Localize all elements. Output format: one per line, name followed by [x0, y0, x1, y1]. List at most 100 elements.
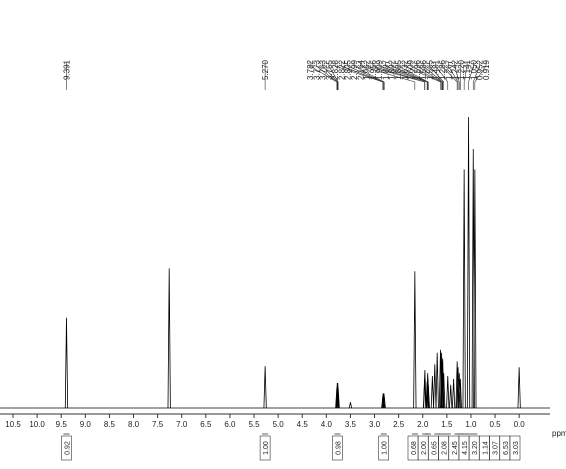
- integral-label: 1.00: [263, 441, 270, 455]
- peak-label: 1.050: [469, 59, 478, 80]
- integral-label: 2.00: [421, 441, 428, 455]
- x-tick-label: 9.0: [80, 420, 92, 429]
- integral-box: [259, 435, 271, 461]
- x-tick-label: 6.5: [200, 420, 212, 429]
- peak: [430, 375, 434, 409]
- peak-label-leader: [422, 62, 443, 90]
- integral-label: 0.98: [335, 441, 342, 455]
- peak: [413, 271, 417, 409]
- x-tick-label: 1.0: [465, 420, 477, 429]
- peak-label: 0.952: [476, 59, 485, 80]
- peak-label: 1.632: [400, 59, 409, 80]
- integral-label: 6.53: [503, 441, 510, 455]
- peak-label: 3.755: [325, 59, 334, 80]
- peak: [441, 358, 445, 409]
- peak-label-leader: [472, 62, 481, 90]
- peak-label-leader: [447, 62, 459, 90]
- peak-label-leader: [403, 62, 441, 90]
- peak: [457, 373, 461, 409]
- peak: [442, 373, 446, 409]
- peak: [439, 352, 444, 409]
- peak: [335, 382, 339, 409]
- peak-label: 1.897: [381, 59, 390, 80]
- peak-label: 2.828: [331, 59, 340, 80]
- peak-label: 1.141: [463, 59, 472, 80]
- peak-label-leader: [322, 62, 339, 90]
- peak: [336, 387, 340, 409]
- x-tick-label: 2.5: [393, 420, 405, 429]
- integral-label: 3.07: [493, 441, 500, 455]
- peak: [473, 169, 477, 409]
- integral-label: 0.68: [411, 441, 418, 455]
- peak-label: 1.962: [363, 59, 372, 80]
- peak-label: 1.596: [413, 59, 422, 80]
- peak-label-leader: [328, 62, 339, 90]
- peak-label: 2.799: [350, 59, 359, 80]
- peak-label: 1.267: [444, 59, 453, 80]
- peak-label: 1.609: [407, 59, 416, 80]
- peak: [382, 396, 386, 409]
- peak-label-leader: [463, 62, 468, 90]
- integral-box: [332, 435, 343, 461]
- x-tick-label: 3.5: [345, 420, 357, 429]
- peak: [348, 402, 353, 409]
- integral-box: [378, 435, 389, 461]
- x-tick-label: 3.0: [369, 420, 381, 429]
- peak: [426, 384, 430, 409]
- x-tick-label: 4.5: [297, 420, 309, 429]
- peak-label-leader: [359, 62, 416, 90]
- peak-label: 1.220: [457, 59, 466, 80]
- peak-label: 1.481: [432, 59, 441, 80]
- peak: [433, 364, 437, 409]
- x-tick-label: 9.5: [56, 420, 68, 429]
- x-tick-label: 8.0: [128, 420, 140, 429]
- x-axis-label: ppm: [552, 429, 566, 438]
- peak-label: 3.763: [319, 59, 328, 80]
- peak-label-leader: [341, 62, 384, 90]
- peak-label-leader: [410, 62, 442, 90]
- peak-label-leader: [391, 62, 429, 90]
- peak: [455, 361, 459, 409]
- peak-label: 1.242: [451, 59, 460, 80]
- peak-label: 2.164: [356, 59, 365, 80]
- peak: [462, 169, 466, 409]
- x-tick-label: 5.5: [248, 420, 260, 429]
- peak-label: 3.782: [306, 59, 315, 80]
- integral-label: 2.45: [452, 441, 459, 455]
- integral-box: [61, 435, 72, 461]
- x-tick-label: 7.5: [152, 420, 164, 429]
- peak-label: 1.956: [369, 59, 378, 80]
- x-tick-label: 5.0: [273, 420, 285, 429]
- peak-label-leader: [460, 62, 462, 90]
- x-tick-label: 4.0: [321, 420, 333, 429]
- peak-label-leader: [441, 62, 458, 90]
- peak: [451, 378, 456, 409]
- x-tick-label: 6.0: [224, 420, 236, 429]
- peak-label: 1.892: [388, 59, 397, 80]
- integral-label: 3.20: [472, 441, 479, 455]
- x-tick-label: 0.0: [514, 420, 526, 429]
- peak: [466, 116, 471, 409]
- peak-label: 3.773: [312, 59, 321, 80]
- peak: [449, 384, 453, 409]
- peak-label: 2.805: [344, 59, 353, 80]
- x-tick-label: 7.0: [176, 420, 188, 429]
- peak: [167, 268, 171, 409]
- peak-label: 1.909: [375, 59, 384, 80]
- peak-label: 1.586: [419, 59, 428, 80]
- peak-label-leader: [435, 62, 449, 90]
- peak-label-leader: [468, 62, 474, 90]
- x-tick-label: 2.0: [417, 420, 429, 429]
- peak: [64, 317, 69, 409]
- integral-label: 0.65: [431, 441, 438, 455]
- peak-label-leader: [372, 62, 426, 90]
- integral-label: 0.92: [64, 441, 71, 455]
- peak-label-leader: [378, 62, 428, 90]
- peak-label: 9.391: [62, 59, 71, 80]
- integral-label: 1.00: [382, 441, 389, 455]
- peak-label-leader: [353, 62, 385, 90]
- peak-label-leader: [429, 62, 445, 90]
- peak-label-leader: [474, 62, 487, 90]
- x-tick-label: 10.5: [5, 420, 21, 429]
